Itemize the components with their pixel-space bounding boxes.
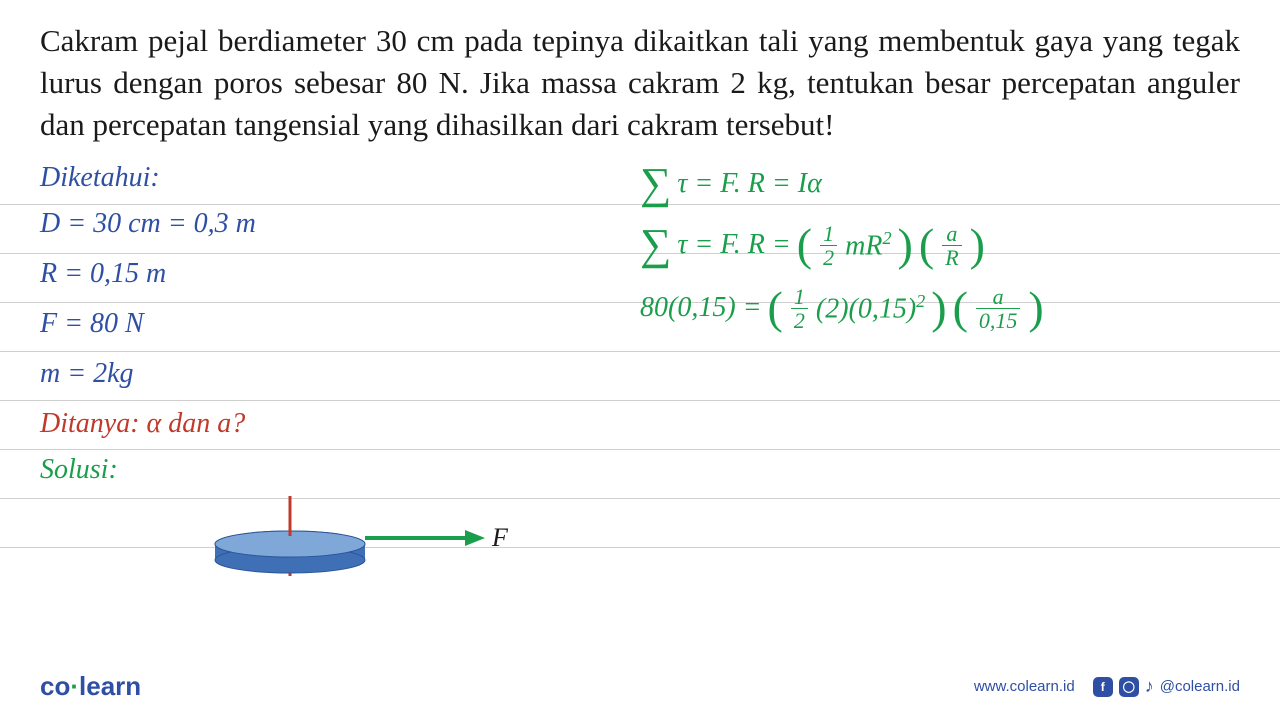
known-label: Diketahui: [40, 162, 640, 194]
disk-diagram: F [210, 496, 510, 591]
equation-3: 80(0,15) = ( 1 2 (2)(0,15)2 ) ( a 0,15 ) [640, 285, 1240, 332]
known-D: D = 30 cm = 0,3 m [40, 208, 640, 240]
sigma-icon: ∑ [640, 223, 671, 267]
known-F: F = 80 N [40, 308, 640, 340]
known-m: m = 2kg [40, 358, 640, 390]
tiktok-icon: ♪ [1145, 676, 1154, 697]
instagram-icon: ◯ [1119, 677, 1139, 697]
brand-logo: co·learn [40, 671, 141, 702]
equations-column: ∑ τ = F. R = Iα ∑ τ = F. R = ( 1 2 mR2 )… [640, 156, 1240, 486]
footer: co·learn www.colearn.id f ◯ ♪ @colearn.i… [40, 671, 1240, 702]
footer-url: www.colearn.id [974, 678, 1075, 695]
known-R: R = 0,15 m [40, 258, 640, 290]
sigma-icon: ∑ [640, 162, 671, 206]
equation-2: ∑ τ = F. R = ( 1 2 mR2 ) ( a R ) [640, 222, 1240, 269]
social-icons: f ◯ ♪ @colearn.id [1093, 676, 1240, 697]
known-column: Diketahui: D = 30 cm = 0,3 m R = 0,15 m … [40, 156, 640, 486]
svg-text:F: F [491, 523, 509, 552]
social-handle: @colearn.id [1160, 678, 1240, 695]
equation-1: ∑ τ = F. R = Iα [640, 162, 1240, 206]
problem-statement: Cakram pejal berdiameter 30 cm pada tepi… [40, 20, 1240, 146]
facebook-icon: f [1093, 677, 1113, 697]
solution-label: Solusi: [40, 454, 640, 486]
asked-label: Ditanya: α dan a? [40, 408, 640, 440]
